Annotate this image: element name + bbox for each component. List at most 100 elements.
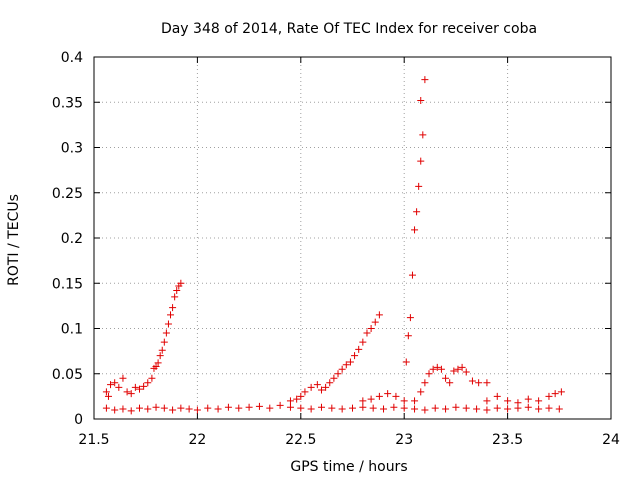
data-point — [160, 338, 168, 346]
x-tick-label: 21.5 — [78, 432, 109, 448]
data-point — [245, 403, 253, 411]
data-point — [135, 385, 143, 393]
data-point — [152, 403, 160, 411]
data-point — [524, 395, 532, 403]
data-point — [404, 332, 412, 340]
data-point — [307, 383, 315, 391]
y-tick-label: 0.4 — [61, 50, 83, 66]
data-point — [317, 403, 325, 411]
data-point — [419, 131, 427, 139]
data-point — [359, 403, 367, 411]
x-tick-label: 22 — [188, 432, 206, 448]
data-point — [160, 404, 168, 412]
data-point — [408, 271, 416, 279]
data-point — [406, 314, 414, 322]
data-point — [431, 404, 439, 412]
data-point — [164, 320, 172, 328]
data-point — [557, 388, 565, 396]
y-tick-label: 0.1 — [61, 322, 83, 338]
data-point — [371, 318, 379, 326]
data-point — [450, 367, 458, 375]
data-point — [454, 365, 462, 373]
data-point — [400, 397, 408, 405]
data-point — [322, 383, 330, 391]
data-point — [152, 363, 160, 371]
data-point — [433, 363, 441, 371]
data-point — [107, 381, 115, 389]
y-axis-label: ROTI / TECUs — [6, 194, 22, 286]
data-point — [313, 381, 321, 389]
data-point — [429, 365, 437, 373]
data-point — [421, 76, 429, 84]
data-point — [171, 293, 179, 301]
data-point — [342, 361, 350, 369]
data-point — [123, 388, 131, 396]
data-point — [255, 402, 263, 410]
y-tick-label: 0 — [74, 412, 83, 428]
data-point — [483, 397, 491, 405]
data-point — [421, 379, 429, 387]
x-tick-label: 22.5 — [285, 432, 316, 448]
data-point — [375, 311, 383, 319]
data-point — [473, 405, 481, 413]
data-point — [115, 383, 123, 391]
data-point — [338, 365, 346, 373]
data-point — [140, 382, 148, 390]
data-point — [468, 377, 476, 385]
data-point — [144, 405, 152, 413]
data-point — [380, 405, 388, 413]
y-tick-label: 0.2 — [61, 231, 83, 247]
data-point — [338, 405, 346, 413]
data-point — [417, 388, 425, 396]
data-point — [135, 404, 143, 412]
data-point — [535, 397, 543, 405]
data-point — [301, 388, 309, 396]
data-point — [367, 325, 375, 332]
data-point — [185, 405, 193, 413]
data-point — [111, 379, 119, 387]
data-point — [297, 404, 305, 412]
data-point — [369, 404, 377, 412]
plot-frame — [93, 56, 612, 420]
data-point — [411, 226, 419, 234]
data-point — [524, 403, 532, 411]
data-point — [169, 406, 177, 414]
series-group — [102, 279, 185, 400]
grid-lines — [94, 57, 611, 419]
data-point — [359, 397, 367, 405]
data-point — [483, 406, 491, 414]
data-point — [162, 329, 170, 337]
data-point — [545, 404, 553, 412]
data-point — [504, 397, 512, 405]
series-group — [402, 131, 427, 366]
y-tick-label: 0.35 — [52, 95, 83, 111]
data-point — [425, 370, 433, 378]
data-point — [127, 390, 135, 398]
x-tick-label: 23 — [395, 432, 413, 448]
data-point — [475, 379, 483, 387]
data-point — [177, 279, 185, 287]
data-point — [367, 395, 375, 403]
data-point — [351, 352, 359, 360]
data-point — [119, 374, 127, 382]
data-point — [442, 374, 450, 382]
data-point — [402, 358, 410, 366]
data-point — [437, 365, 445, 373]
data-point — [346, 358, 354, 366]
data-point — [214, 405, 222, 413]
data-point — [514, 404, 522, 412]
data-point — [384, 390, 392, 398]
data-points — [102, 76, 565, 415]
data-point — [411, 397, 419, 405]
data-point — [493, 404, 501, 412]
data-point — [446, 379, 454, 387]
data-point — [504, 405, 512, 413]
data-point — [102, 404, 110, 412]
data-point — [102, 388, 110, 396]
series-group — [417, 76, 429, 104]
data-point — [458, 363, 466, 371]
data-point — [156, 352, 164, 360]
data-point — [286, 397, 294, 405]
